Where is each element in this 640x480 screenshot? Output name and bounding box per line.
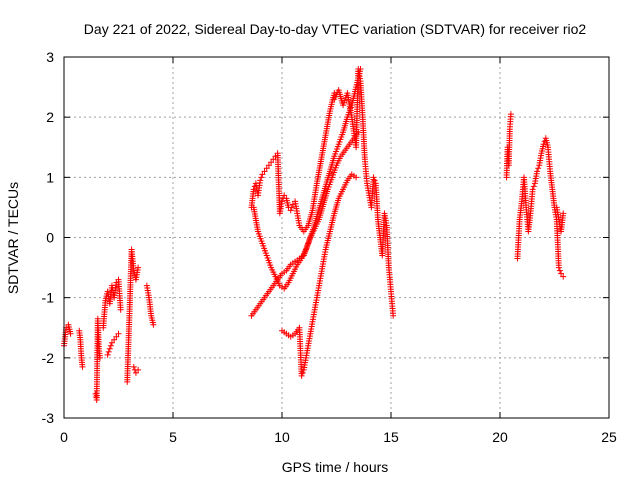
data-point xyxy=(560,210,567,217)
x-tick-label: 10 xyxy=(274,429,290,445)
data-point xyxy=(67,330,74,337)
data-point xyxy=(289,201,296,208)
x-tick-label: 15 xyxy=(383,429,399,445)
data-point xyxy=(111,336,118,343)
data-point xyxy=(106,345,113,352)
x-tick-label: 0 xyxy=(60,429,68,445)
y-tick-label: -1 xyxy=(42,290,55,306)
data-point xyxy=(257,177,264,184)
data-point xyxy=(268,159,275,166)
data-point xyxy=(150,321,157,328)
data-point xyxy=(279,198,285,205)
y-tick-label: 3 xyxy=(46,49,54,65)
plot-frame xyxy=(63,56,610,419)
data-point xyxy=(534,168,541,175)
data-point xyxy=(263,165,270,172)
data-point xyxy=(135,366,142,373)
x-tick-label: 25 xyxy=(601,429,617,445)
x-tick-label: 5 xyxy=(169,429,177,445)
data-point xyxy=(287,207,294,214)
data-point xyxy=(353,174,360,181)
grid xyxy=(64,57,609,418)
data-point xyxy=(107,342,114,349)
data-point xyxy=(259,171,266,178)
data-point xyxy=(104,351,111,358)
data-point xyxy=(555,264,562,271)
data-point xyxy=(530,183,537,190)
x-axis-label: GPS time / hours xyxy=(282,459,389,475)
data-point xyxy=(250,186,257,193)
y-tick-label: 1 xyxy=(46,169,54,185)
data-point xyxy=(390,312,397,319)
data-point xyxy=(132,369,139,376)
data-point xyxy=(96,354,103,361)
y-tick-label: -3 xyxy=(42,410,55,426)
data-point xyxy=(93,393,100,400)
y-tick-label: 0 xyxy=(46,230,54,246)
data-point xyxy=(540,141,547,148)
y-axis-label: SDTVAR / TECUs xyxy=(5,182,21,294)
data-point xyxy=(258,174,265,181)
y-tick-label: -2 xyxy=(42,350,55,366)
data-point xyxy=(108,339,115,346)
data-point xyxy=(560,273,567,280)
data-point xyxy=(113,333,120,340)
data-point xyxy=(288,204,295,211)
data-point xyxy=(371,177,378,184)
data-point xyxy=(556,267,563,274)
chart-title: Day 221 of 2022, Sidereal Day-to-day VTE… xyxy=(84,21,587,37)
data-point xyxy=(92,390,99,397)
data-point xyxy=(370,174,377,181)
data-point xyxy=(558,270,565,277)
data-point xyxy=(298,372,305,379)
x-tick-label: 20 xyxy=(492,429,508,445)
data-point xyxy=(130,363,137,370)
data-point xyxy=(265,162,272,169)
y-tick-label: 2 xyxy=(46,109,54,125)
data-point xyxy=(535,165,542,172)
data-point xyxy=(105,348,112,355)
data-point xyxy=(270,156,277,163)
data-point xyxy=(261,168,268,175)
data-point xyxy=(115,330,122,337)
data-points xyxy=(61,66,567,403)
data-point xyxy=(507,111,514,118)
data-point xyxy=(299,369,306,376)
data-point xyxy=(529,186,536,193)
data-point xyxy=(79,363,86,370)
data-point xyxy=(281,192,288,199)
data-point xyxy=(135,264,142,271)
data-point xyxy=(117,306,124,313)
